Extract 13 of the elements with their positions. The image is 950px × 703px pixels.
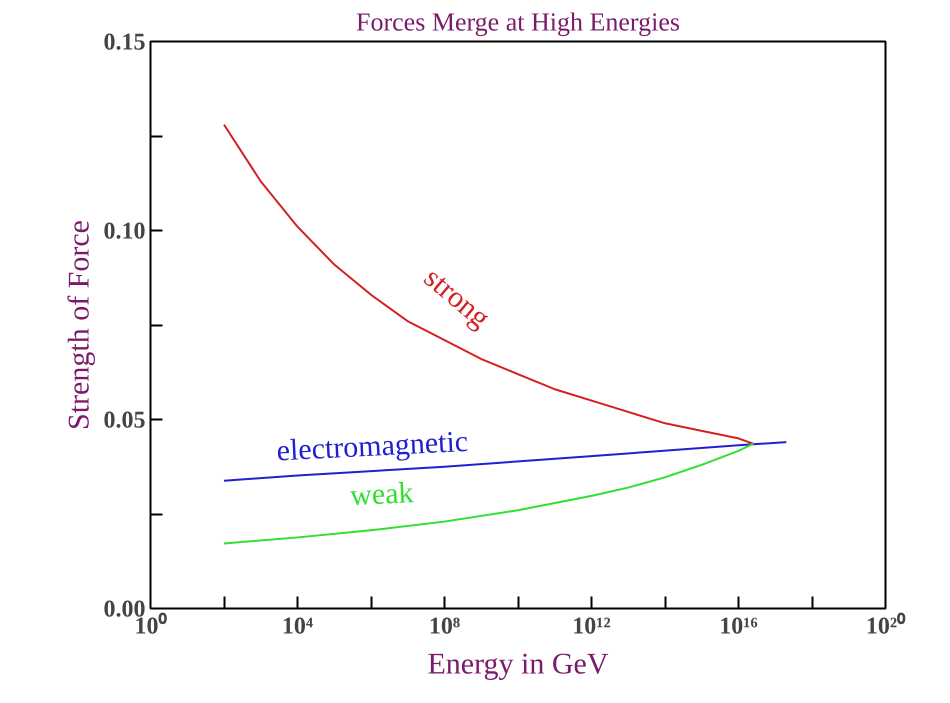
y-tick-label: 0.05: [104, 408, 146, 434]
y-tick-label: 0.10: [104, 218, 146, 244]
series-label: weak: [349, 476, 414, 512]
y-tick-label: 0.15: [104, 30, 146, 56]
x-tick-label: 10¹⁶: [719, 614, 758, 640]
x-tick-label: 10⁸: [428, 614, 460, 640]
series-label: electromagnetic: [276, 424, 469, 468]
y-axis-title: Strength of Force: [62, 220, 96, 430]
x-axis-title: Energy in GeV: [427, 648, 609, 680]
x-tick-label: 10⁴: [282, 614, 314, 640]
x-tick-label: 10²⁰: [866, 612, 906, 640]
chart-title: Forces Merge at High Energies: [356, 8, 680, 36]
x-tick-label: 10¹²: [572, 614, 611, 640]
